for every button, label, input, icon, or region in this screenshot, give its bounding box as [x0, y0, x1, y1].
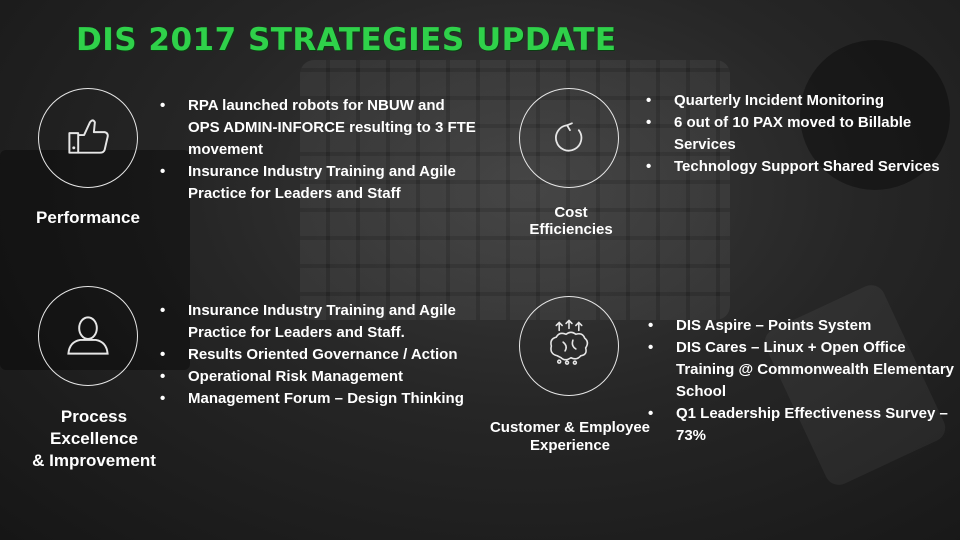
process-excellence-label-line: Process — [60, 407, 128, 426]
customer-employee-label-line: Customer & Employee — [489, 419, 651, 436]
refresh-icon — [555, 122, 583, 152]
list-item: Technology Support Shared Services — [646, 156, 960, 178]
customer-employee-label: Customer & Employee Experience — [470, 419, 670, 455]
cost-efficiencies-circle — [519, 88, 619, 188]
performance-bullet-list: RPA launched robots for NBUW and OPS ADM… — [160, 95, 480, 205]
brain-icon — [550, 319, 589, 365]
process-excellence-label-line: Excellence — [50, 429, 138, 448]
performance-circle — [38, 88, 138, 188]
list-item: Management Forum – Design Thinking — [160, 388, 480, 410]
list-item: Insurance Industry Training and Agile Pr… — [160, 161, 480, 205]
performance-label-line: Performance — [36, 208, 140, 227]
cost-efficiencies-label-line: Efficiencies — [529, 221, 613, 238]
list-item: Results Oriented Governance / Action — [160, 344, 480, 366]
thumbs-up-icon — [68, 119, 109, 154]
list-item: Insurance Industry Training and Agile Pr… — [160, 300, 480, 344]
cost-efficiencies-label-line: Cost — [554, 204, 588, 221]
slide-title: DIS 2017 STRATEGIES UPDATE — [76, 22, 617, 58]
customer-employee-label-line: Experience — [529, 437, 611, 454]
process-excellence-bullet-list: Insurance Industry Training and Agile Pr… — [160, 300, 480, 410]
list-item: RPA launched robots for NBUW and OPS ADM… — [160, 95, 480, 161]
list-item: Q1 Leadership Effectiveness Survey – 73% — [648, 403, 958, 447]
process-excellence-circle — [38, 286, 138, 386]
person-icon — [67, 316, 109, 355]
cost-efficiencies-bullet-list: Quarterly Incident Monitoring 6 out of 1… — [646, 90, 960, 178]
list-item: Quarterly Incident Monitoring — [646, 90, 960, 112]
list-item: DIS Aspire – Points System — [648, 315, 958, 337]
list-item: 6 out of 10 PAX moved to Billable Servic… — [646, 112, 960, 156]
process-excellence-label-line: & Improvement — [32, 451, 156, 470]
cost-efficiencies-label: Cost Efficiencies — [510, 204, 632, 238]
customer-employee-circle — [519, 296, 619, 396]
performance-label: Performance — [20, 207, 156, 229]
list-item: Operational Risk Management — [160, 366, 480, 388]
customer-employee-bullet-list: DIS Aspire – Points System DIS Cares – L… — [648, 315, 958, 447]
list-item: DIS Cares – Linux + Open Office Training… — [648, 337, 958, 403]
process-excellence-label: Process Excellence & Improvement — [16, 406, 172, 472]
